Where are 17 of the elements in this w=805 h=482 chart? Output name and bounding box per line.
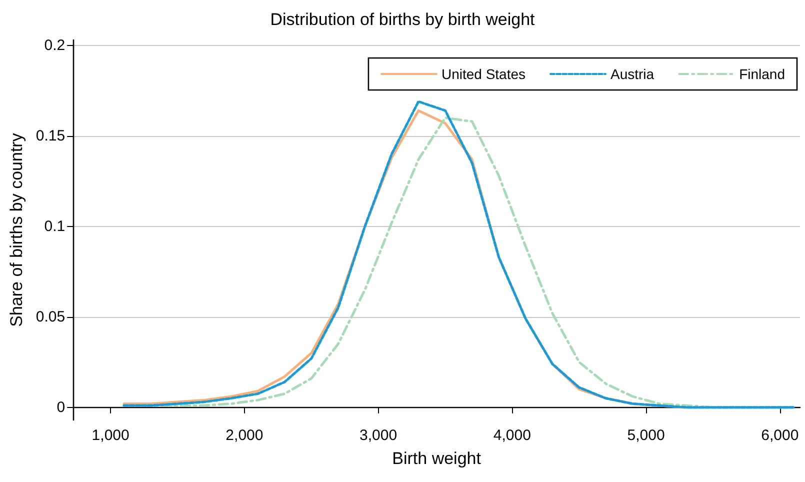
- y-tick-label: 0.1: [44, 218, 66, 235]
- x-tick-label: 4,000: [493, 427, 531, 444]
- y-axis-title: Share of births by country: [7, 132, 26, 327]
- chart-title: Distribution of births by birth weight: [270, 10, 536, 29]
- legend-label: United States: [441, 66, 526, 82]
- x-tick-label: 3,000: [360, 427, 398, 444]
- legend-label: Austria: [610, 66, 654, 82]
- y-tick-label: 0.05: [36, 308, 66, 326]
- y-tick-label: 0: [56, 398, 66, 416]
- x-tick-label: 5,000: [627, 427, 665, 444]
- legend-label: Finland: [739, 66, 786, 82]
- x-tick-label: 1,000: [92, 427, 130, 444]
- x-tick-label: 6,000: [761, 427, 799, 444]
- x-axis-title: Birth weight: [392, 449, 482, 468]
- y-tick-label: 0.2: [44, 36, 66, 54]
- x-tick-label: 2,000: [226, 427, 264, 444]
- y-tick-label: 0.15: [36, 127, 66, 144]
